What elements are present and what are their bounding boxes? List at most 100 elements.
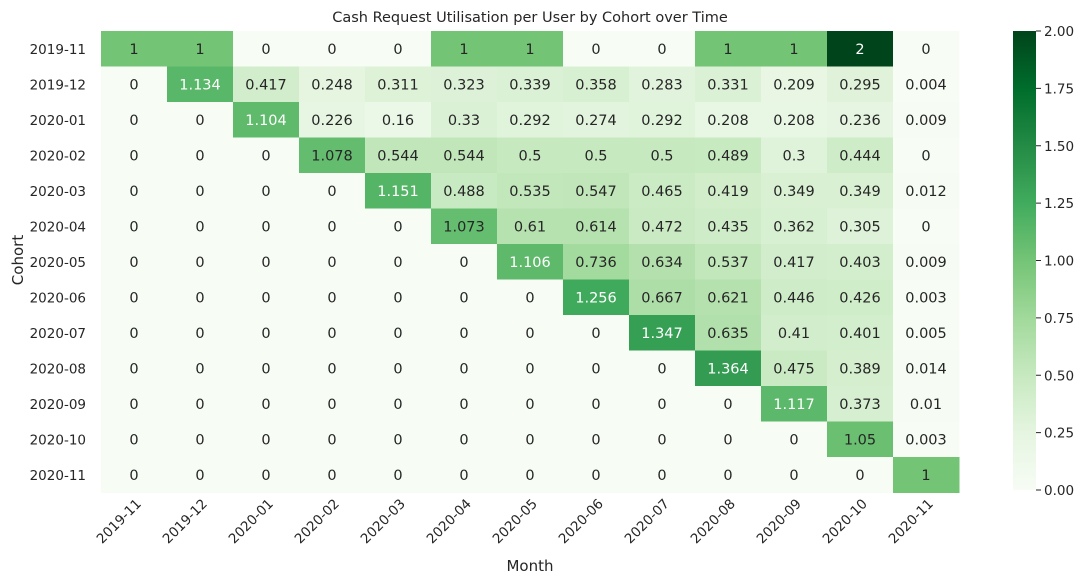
heatmap-cell bbox=[761, 457, 828, 493]
cell-value-label: 0 bbox=[261, 42, 270, 58]
cell-value-label: 0 bbox=[261, 432, 270, 448]
heatmap-cell bbox=[761, 137, 828, 174]
heatmap-cell bbox=[761, 173, 828, 209]
colorbar-tick-label: 1.75 bbox=[1044, 81, 1074, 97]
cell-value-label: 0.5 bbox=[518, 148, 541, 164]
heatmap-cell bbox=[893, 350, 960, 387]
heatmap-cell bbox=[233, 66, 300, 103]
cell-value-label: 1.05 bbox=[844, 432, 876, 448]
heatmap-cell bbox=[761, 350, 828, 387]
y-tick-label: 2019-12 bbox=[30, 77, 86, 93]
colorbar-tick-label: 1.00 bbox=[1044, 254, 1074, 270]
cell-value-label: 1.104 bbox=[245, 113, 287, 129]
cell-value-label: 1 bbox=[459, 42, 468, 58]
heatmap-cell bbox=[299, 315, 366, 351]
heatmap-cell bbox=[695, 315, 762, 351]
heatmap-cell bbox=[629, 421, 696, 458]
cell-value-label: 0 bbox=[129, 397, 138, 413]
cell-value-label: 0 bbox=[459, 361, 468, 377]
heatmap-cell bbox=[101, 279, 168, 316]
x-tick-label: 2020-07 bbox=[622, 496, 673, 547]
cell-value-label: 0 bbox=[129, 361, 138, 377]
cell-value-label: 0 bbox=[723, 397, 732, 413]
cell-value-label: 0 bbox=[657, 432, 666, 448]
cell-value-label: 0 bbox=[657, 397, 666, 413]
cell-value-label: 0 bbox=[591, 361, 600, 377]
cell-value-label: 0 bbox=[393, 468, 402, 484]
cell-value-label: 1 bbox=[723, 42, 732, 58]
cell-value-label: 0 bbox=[459, 397, 468, 413]
cell-value-label: 0 bbox=[459, 432, 468, 448]
heatmap-cell bbox=[761, 208, 828, 245]
heatmap-cell bbox=[761, 102, 828, 138]
heatmap-cell bbox=[233, 173, 300, 209]
heatmap-cell bbox=[827, 137, 894, 174]
heatmap-cell bbox=[233, 421, 300, 458]
cell-value-label: 0 bbox=[657, 42, 666, 58]
cell-value-label: 0 bbox=[195, 361, 204, 377]
heatmap-cell bbox=[497, 31, 564, 67]
cell-value-label: 0 bbox=[195, 432, 204, 448]
cell-value-label: 0.292 bbox=[509, 113, 551, 129]
heatmap-cell bbox=[497, 386, 564, 422]
heatmap-cell bbox=[167, 386, 234, 422]
cell-value-label: 0 bbox=[459, 468, 468, 484]
heatmap-cell bbox=[167, 137, 234, 174]
heatmap-cell bbox=[365, 208, 432, 245]
heatmap-cell bbox=[101, 173, 168, 209]
cell-value-label: 0.311 bbox=[377, 77, 419, 93]
cell-value-label: 0 bbox=[459, 290, 468, 306]
cell-value-label: 0 bbox=[195, 290, 204, 306]
heatmap-cell bbox=[233, 350, 300, 387]
x-tick-label: 2020-06 bbox=[556, 496, 607, 547]
cell-value-label: 0 bbox=[327, 326, 336, 342]
heatmap-cell bbox=[299, 31, 366, 67]
cell-value-label: 0 bbox=[591, 326, 600, 342]
cell-value-label: 0 bbox=[327, 432, 336, 448]
heatmap-cell bbox=[497, 421, 564, 458]
heatmap-cell bbox=[101, 421, 168, 458]
cell-value-label: 0.323 bbox=[443, 77, 485, 93]
heatmap-cell bbox=[629, 102, 696, 138]
heatmap-cell bbox=[563, 66, 630, 103]
cell-value-label: 0.488 bbox=[443, 184, 485, 200]
heatmap-cell bbox=[233, 244, 300, 280]
cell-value-label: 0 bbox=[591, 42, 600, 58]
heatmap-cell bbox=[431, 315, 498, 351]
x-tick-label: 2020-04 bbox=[424, 496, 475, 547]
heatmap-cell bbox=[761, 244, 828, 280]
cell-value-label: 0 bbox=[195, 219, 204, 235]
cell-value-label: 0.403 bbox=[839, 255, 881, 271]
cell-value-label: 0.61 bbox=[514, 219, 546, 235]
cell-value-label: 0.465 bbox=[641, 184, 683, 200]
cell-value-label: 0 bbox=[327, 42, 336, 58]
cell-value-label: 0.349 bbox=[773, 184, 815, 200]
cell-value-label: 0 bbox=[261, 255, 270, 271]
chart-title: Cash Request Utilisation per User by Coh… bbox=[332, 10, 728, 26]
heatmap-cell bbox=[431, 457, 498, 493]
heatmap-cell bbox=[167, 173, 234, 209]
cell-value-label: 0 bbox=[393, 219, 402, 235]
cell-value-label: 0.475 bbox=[773, 361, 815, 377]
heatmap-cell bbox=[299, 66, 366, 103]
cell-value-label: 0.426 bbox=[839, 290, 881, 306]
heatmap-cell bbox=[101, 386, 168, 422]
heatmap-cell bbox=[167, 457, 234, 493]
heatmap-cell bbox=[101, 102, 168, 138]
cell-value-label: 0 bbox=[327, 255, 336, 271]
heatmap-cell bbox=[299, 102, 366, 138]
heatmap-cell bbox=[563, 421, 630, 458]
cell-value-label: 2 bbox=[855, 42, 864, 58]
cell-value-label: 0.305 bbox=[839, 219, 881, 235]
cell-value-label: 0.419 bbox=[707, 184, 749, 200]
cell-value-label: 0 bbox=[393, 290, 402, 306]
heatmap-cell bbox=[365, 279, 432, 316]
cell-value-label: 0 bbox=[723, 468, 732, 484]
heatmap-cell bbox=[167, 315, 234, 351]
heatmap-cell bbox=[299, 350, 366, 387]
heatmap-cell bbox=[299, 386, 366, 422]
heatmap-cell bbox=[431, 173, 498, 209]
cell-value-label: 0 bbox=[327, 468, 336, 484]
